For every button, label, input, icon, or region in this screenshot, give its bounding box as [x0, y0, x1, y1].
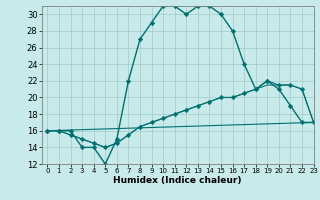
X-axis label: Humidex (Indice chaleur): Humidex (Indice chaleur)	[113, 176, 242, 185]
